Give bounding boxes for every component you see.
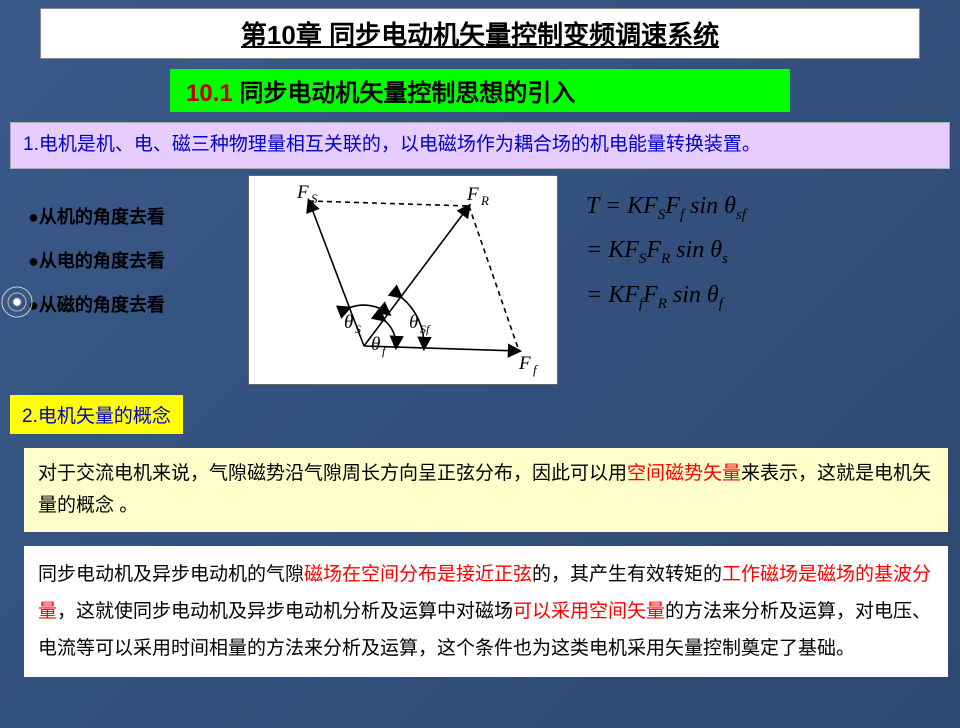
equations-column: T = KFSFf sin θsf = KFSFR sin θs = KFfFR… <box>578 175 918 327</box>
mid-row: ●从机的角度去看 ●从电的角度去看 ●从磁的角度去看 <box>10 175 950 385</box>
point-1-text: 1.电机是机、电、磁三种物理量相互关联的，以电磁场作为耦合场的机电能量转换装置。 <box>23 131 937 160</box>
svg-text:S: S <box>355 322 361 336</box>
point-2-box: 2.电机矢量的概念 <box>10 395 183 434</box>
paragraph-2-box: 同步电动机及异步电动机的气隙磁场在空间分布是接近正弦的，其产生有效转矩的工作磁场… <box>24 546 948 677</box>
bullet-electrical: ●从电的角度去看 <box>28 247 240 273</box>
section-title-box: 10.1 同步电动机矢量控制思想的引入 <box>170 69 790 112</box>
chapter-title-box: 第10章 同步电动机矢量控制变频调速系统 <box>40 8 920 59</box>
section-title: 10.1 同步电动机矢量控制思想的引入 <box>186 73 774 108</box>
section-number: 10.1 <box>186 80 239 107</box>
section-title-text: 同步电动机矢量控制思想的引入 <box>239 80 575 107</box>
paragraph-2: 同步电动机及异步电动机的气隙磁场在空间分布是接近正弦的，其产生有效转矩的工作磁场… <box>38 556 934 667</box>
chapter-title: 第10章 同步电动机矢量控制变频调速系统 <box>51 15 909 52</box>
bullet-mechanical: ●从机的角度去看 <box>28 203 240 229</box>
svg-text:F⃗: F⃗ <box>296 182 323 203</box>
paragraph-1: 对于交流电机来说，气隙磁势沿气隙周长方向呈正弦分布，因此可以用空间磁势矢量来表示… <box>38 458 934 523</box>
svg-text:F⃗: F⃗ <box>518 353 545 374</box>
svg-text:θ: θ <box>409 312 418 333</box>
equation-1: T = KFSFf sin θsf <box>586 193 918 224</box>
svg-text:F⃗: F⃗ <box>466 184 493 205</box>
svg-text:S: S <box>311 191 318 206</box>
point-2-text: 2.电机矢量的概念 <box>22 401 171 428</box>
paragraph-1-box: 对于交流电机来说，气隙磁势沿气隙周长方向呈正弦分布，因此可以用空间磁势矢量来表示… <box>24 448 948 533</box>
equation-2: = KFSFR sin θs <box>586 237 918 268</box>
svg-text:R: R <box>480 193 489 208</box>
bullet-magnetic-wrap: ●从磁的角度去看 <box>10 291 240 317</box>
bullets-column: ●从机的角度去看 ●从电的角度去看 ●从磁的角度去看 <box>10 175 240 335</box>
svg-text:θ: θ <box>344 312 353 333</box>
vector-diagram-svg: F⃗S F⃗R F⃗f θS θf θSf <box>249 176 559 386</box>
bullet-magnetic: ●从磁的角度去看 <box>28 291 240 317</box>
cursor-ripple-icon <box>0 285 34 319</box>
vector-diagram: F⃗S F⃗R F⃗f θS θf θSf <box>248 175 558 385</box>
point-1-box: 1.电机是机、电、磁三种物理量相互关联的，以电磁场作为耦合场的机电能量转换装置。 <box>10 122 950 169</box>
svg-text:Sf: Sf <box>420 322 431 336</box>
svg-text:θ: θ <box>371 334 380 355</box>
equation-3: = KFfFR sin θf <box>586 282 918 313</box>
